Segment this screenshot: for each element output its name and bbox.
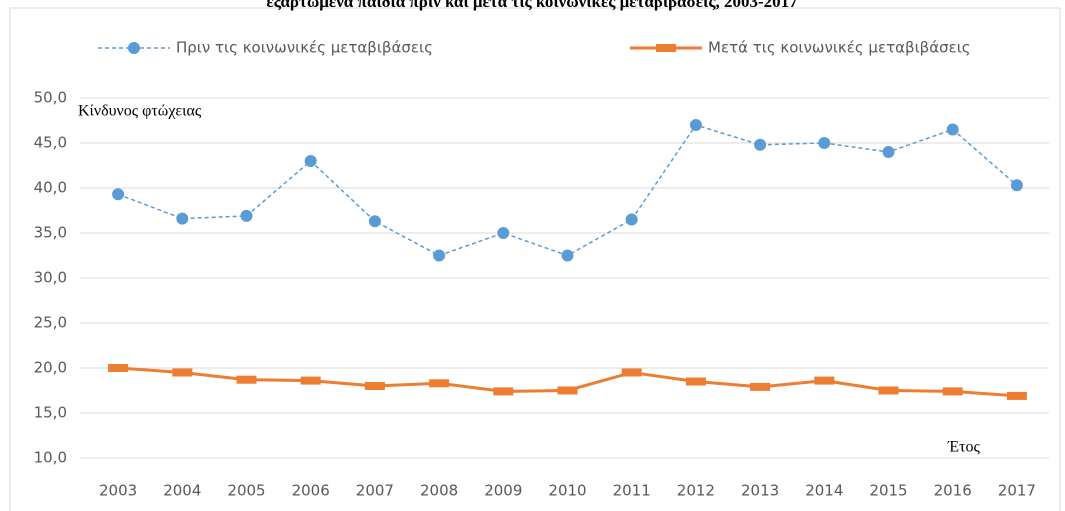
y-tick-label: 40,0 (34, 179, 67, 197)
point-marker (433, 249, 446, 262)
x-tick-label: 2010 (548, 482, 586, 500)
x-tick-label: 2005 (227, 482, 265, 500)
point-marker (946, 123, 959, 136)
y-tick-label: 20,0 (34, 359, 67, 377)
x-tick-label: 2003 (99, 482, 137, 500)
x-tick-label: 2009 (484, 482, 522, 500)
y-tick-label: 50,0 (34, 89, 67, 107)
x-tick-label: 2014 (805, 482, 843, 500)
y-tick-label: 10,0 (34, 449, 67, 467)
legend-label: Πριν τις κοινωνικές μεταβιβάσεις (176, 39, 433, 57)
point-marker (364, 382, 385, 390)
x-tick-label: 2012 (677, 482, 715, 500)
point-marker (368, 215, 381, 228)
legend-marker (128, 42, 140, 54)
point-marker (497, 227, 510, 239)
chart-title: εξαρτώμενα παιδιά πριν και μετά τις κοιν… (266, 0, 798, 11)
point-marker (557, 386, 578, 395)
point-marker (814, 376, 835, 385)
x-tick-label: 2015 (869, 482, 907, 500)
point-marker (172, 368, 193, 377)
point-marker (493, 387, 514, 396)
x-tick-label: 2006 (292, 482, 330, 500)
y-tick-label: 45,0 (34, 134, 67, 152)
point-marker (429, 379, 450, 388)
point-marker (942, 387, 963, 396)
point-marker (240, 209, 253, 222)
point-marker (108, 364, 129, 372)
point-marker (304, 155, 317, 167)
legend-label: Μετά τις κοινωνικές μεταβιβάσεις (708, 39, 971, 57)
point-marker (750, 382, 771, 391)
point-marker (561, 249, 574, 262)
point-marker (621, 368, 642, 377)
x-tick-label: 2011 (613, 482, 651, 500)
x-tick-label: 2004 (163, 482, 201, 500)
chart-frame (9, 7, 1061, 511)
x-axis-label: Έτος (947, 439, 981, 456)
point-marker (625, 213, 638, 226)
point-marker (882, 146, 895, 158)
point-marker (1006, 391, 1027, 400)
x-tick-label: 2017 (998, 482, 1036, 500)
point-marker (112, 188, 125, 201)
x-tick-label: 2013 (741, 482, 779, 500)
legend-marker (656, 44, 676, 52)
x-tick-label: 2008 (420, 482, 458, 500)
x-tick-label: 2007 (356, 482, 394, 500)
y-tick-label: 30,0 (34, 269, 67, 287)
x-tick-label: 2016 (934, 482, 972, 500)
y-axis-label: Κίνδυνος φτώχειας (78, 103, 202, 120)
point-marker (689, 119, 702, 131)
point-marker (176, 212, 189, 225)
y-tick-label: 15,0 (34, 404, 67, 422)
point-marker (754, 138, 767, 151)
point-marker (236, 375, 257, 384)
point-marker (685, 377, 706, 386)
y-tick-label: 35,0 (34, 224, 67, 242)
y-tick-label: 25,0 (34, 314, 67, 332)
point-marker (878, 386, 899, 395)
point-marker (300, 376, 321, 385)
point-marker (818, 137, 831, 149)
point-marker (1010, 179, 1023, 192)
